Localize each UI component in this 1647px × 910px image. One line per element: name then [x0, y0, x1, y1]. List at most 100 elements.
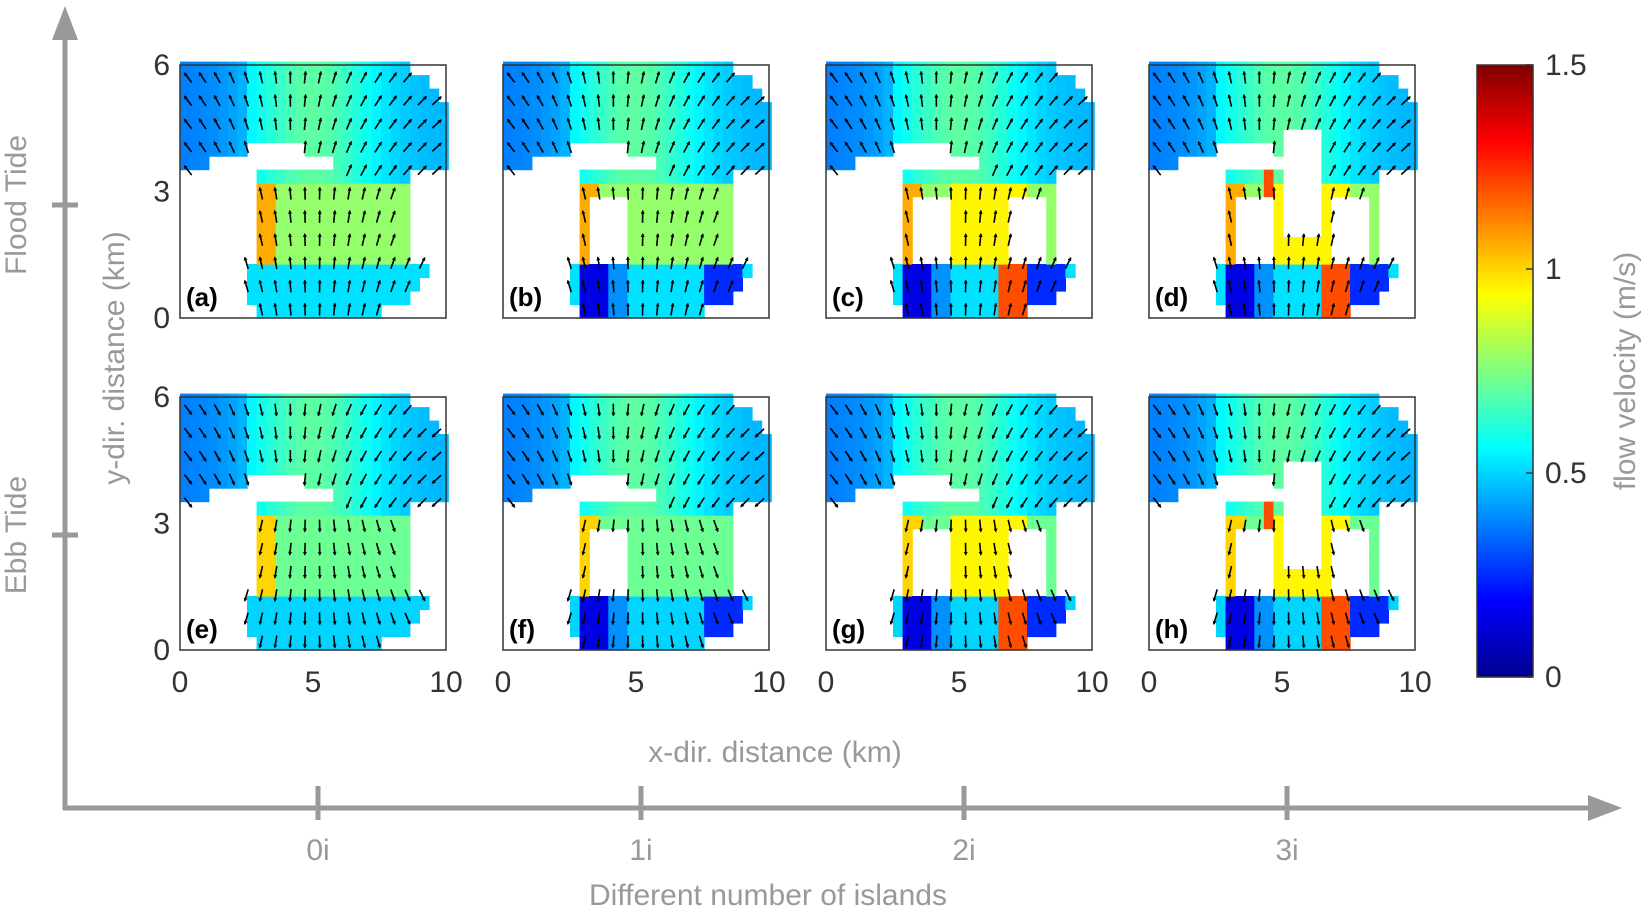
- velocity-cell: [761, 461, 772, 476]
- flow-arrow: [668, 117, 676, 130]
- velocity-cell: [1244, 264, 1255, 279]
- flow-arrow: [905, 426, 910, 440]
- velocity-cell: [969, 277, 980, 292]
- velocity-cell: [1046, 582, 1057, 597]
- flow-arrow: [978, 302, 983, 316]
- velocity-cell: [275, 515, 286, 530]
- velocity-cell: [381, 129, 392, 144]
- velocity-cell: [864, 407, 875, 422]
- velocity-cell: [208, 142, 219, 157]
- velocity-cell: [180, 129, 191, 144]
- flow-arrow: [889, 71, 896, 84]
- flow-arrow: [345, 163, 353, 177]
- velocity-cell: [352, 555, 363, 570]
- flow-arrow: [375, 589, 381, 602]
- velocity-cell: [285, 528, 296, 543]
- flow-arrow: [874, 473, 882, 486]
- flow-arrow: [1020, 404, 1029, 416]
- flow-arrow: [1036, 279, 1042, 293]
- velocity-cell: [864, 420, 875, 435]
- velocity-cell: [1158, 102, 1169, 117]
- flow-arrow: [183, 141, 193, 153]
- velocity-cell: [589, 636, 600, 651]
- flow-arrow: [991, 71, 999, 84]
- velocity-cell: [314, 223, 325, 238]
- velocity-cell: [1263, 183, 1275, 198]
- velocity-cell: [218, 447, 229, 462]
- velocity-cell: [1369, 183, 1380, 198]
- velocity-cell: [570, 88, 581, 103]
- velocity-cell: [1263, 623, 1275, 638]
- flow-arrow: [1328, 71, 1337, 84]
- flow-arrow: [347, 186, 352, 200]
- velocity-cell: [333, 115, 344, 130]
- velocity-cell: [352, 420, 363, 435]
- velocity-cell: [541, 129, 552, 144]
- flow-arrow: [904, 589, 910, 602]
- velocity-cell: [988, 88, 999, 103]
- velocity-cell: [1036, 277, 1047, 292]
- velocity-cell: [893, 61, 904, 76]
- velocity-cell: [1321, 102, 1332, 117]
- flow-arrow: [754, 474, 765, 484]
- velocity-cell: [333, 210, 344, 225]
- velocity-cell: [1007, 407, 1019, 422]
- velocity-cell: [704, 61, 715, 76]
- velocity-cell: [617, 88, 629, 103]
- velocity-cell: [921, 447, 932, 462]
- velocity-cell: [713, 515, 724, 530]
- velocity-cell: [256, 115, 267, 130]
- velocity-cell: [921, 264, 932, 279]
- velocity-cell: [1359, 609, 1370, 624]
- flow-arrow: [655, 565, 660, 579]
- velocity-cell: [1340, 393, 1351, 408]
- flow-arrow: [978, 542, 983, 556]
- velocity-cell: [627, 636, 638, 651]
- velocity-cell: [1292, 277, 1303, 292]
- flow-arrow: [331, 450, 337, 463]
- flow-arrow: [359, 141, 368, 153]
- velocity-cell: [1187, 142, 1198, 157]
- flow-arrow: [711, 141, 721, 153]
- flow-arrow: [1007, 565, 1013, 579]
- velocity-cell: [560, 75, 571, 90]
- velocity-cell: [627, 393, 638, 408]
- velocity-cell: [256, 61, 267, 76]
- velocity-cell: [617, 75, 629, 90]
- flow-arrow: [1371, 118, 1382, 130]
- velocity-cell: [1378, 277, 1389, 292]
- flow-arrow: [1212, 256, 1218, 270]
- velocity-cell: [1046, 461, 1057, 476]
- velocity-cell: [189, 129, 200, 144]
- velocity-cell: [531, 447, 542, 462]
- velocity-cell: [969, 542, 980, 557]
- velocity-cell: [960, 291, 971, 306]
- velocity-cell: [323, 393, 334, 408]
- velocity-cell: [294, 223, 306, 238]
- velocity-cell: [598, 169, 609, 184]
- velocity-cell: [342, 264, 353, 279]
- flow-arrow: [390, 612, 396, 625]
- velocity-cell: [199, 102, 210, 117]
- flow-arrow: [711, 95, 721, 107]
- flow-arrow: [566, 473, 573, 486]
- flow-arrow: [288, 233, 293, 247]
- velocity-cell: [723, 264, 734, 279]
- x-tick-label: 5: [1274, 666, 1291, 699]
- velocity-cell: [675, 528, 686, 543]
- velocity-cell: [1407, 156, 1418, 171]
- velocity-cell: [390, 250, 401, 265]
- velocity-cell: [1359, 169, 1370, 184]
- velocity-cell: [323, 474, 334, 489]
- velocity-cell: [912, 461, 923, 476]
- velocity-cell: [598, 434, 609, 449]
- velocity-cell: [656, 196, 667, 211]
- velocity-cell: [199, 447, 210, 462]
- flow-arrow: [347, 589, 352, 603]
- flow-arrow: [1152, 427, 1162, 439]
- velocity-cell: [371, 129, 382, 144]
- velocity-cell: [1350, 156, 1361, 171]
- flow-arrow: [1286, 403, 1291, 417]
- velocity-cell: [390, 196, 401, 211]
- velocity-cell: [931, 461, 942, 476]
